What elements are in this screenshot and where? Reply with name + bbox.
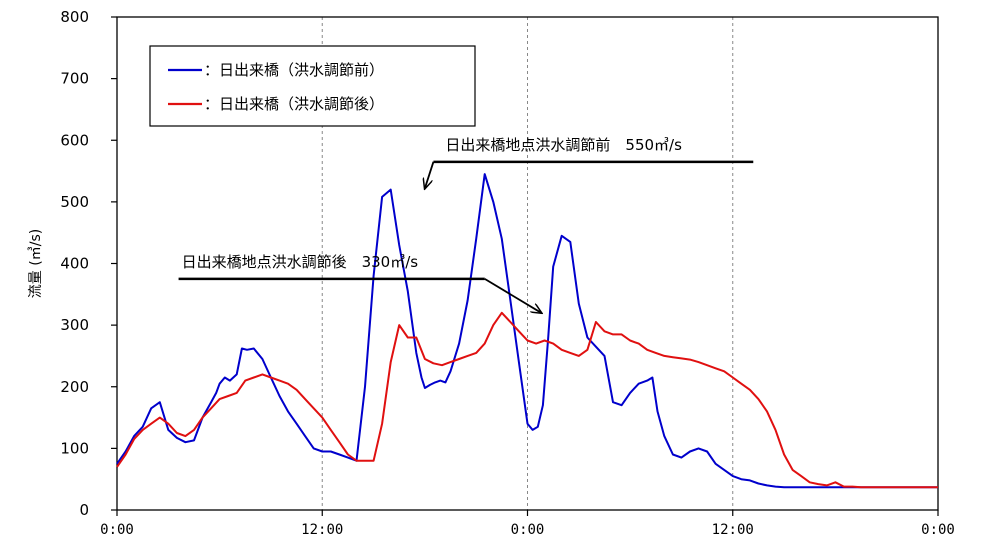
legend-box [149,45,476,127]
x-tick-label: 0:00 [511,522,545,538]
x-tick-label: 12:00 [712,522,754,538]
annotation-label: 日出来橋地点洪水調節前 550㎥/s [445,136,682,154]
y-tick-label: 800 [60,8,89,26]
x-axis: 0:00 12:00 0:00 12:00 0:00 [100,510,955,538]
y-tick-label: 700 [60,70,89,88]
annotation-arrow [484,278,541,313]
y-tick-label: 300 [60,316,89,334]
y-tick-label: 100 [60,439,89,457]
x-tick-label: 0:00 [100,522,134,538]
grid [321,17,734,510]
series-group [116,173,938,489]
y-axis: 0 100 200 300 400 500 600 700 800 [60,8,117,519]
annotation-arrow [425,161,435,188]
series-line-after [116,311,938,489]
x-tick-label: 0:00 [921,522,955,538]
y-tick-label: 400 [60,255,89,273]
y-tick-label: 0 [79,501,89,519]
annotations: 日出来橋地点洪水調節前 550㎥/s 日出来橋地点洪水調節後 330㎥/s [178,136,754,313]
y-tick-label: 600 [60,131,89,149]
y-tick-label: 500 [60,193,89,211]
y-tick-label: 200 [60,378,89,396]
legend-label: ：日出来橋（洪水調節前） [204,61,384,79]
series-line-before [116,173,938,489]
annotation-label: 日出来橋地点洪水調節後 330㎥/s [182,253,419,271]
legend-label: ：日出来橋（洪水調節後） [204,95,384,113]
legend: ：日出来橋（洪水調節前） ：日出来橋（洪水調節後） [149,45,476,127]
x-tick-label: 12:00 [301,522,343,538]
y-axis-label: 流量 (㎥/s) [28,229,44,298]
